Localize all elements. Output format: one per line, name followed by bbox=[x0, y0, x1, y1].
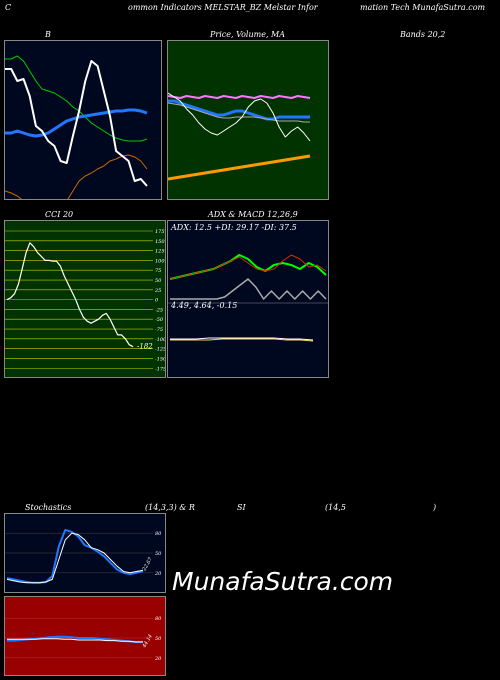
cci-tick-label: 175 bbox=[155, 229, 165, 235]
price-chart bbox=[168, 92, 311, 181]
stochastics-panel: 80 50 20 22.67 bbox=[4, 513, 166, 593]
upper-band-line bbox=[5, 55, 148, 142]
bands-label-right: Bands 20,2 bbox=[400, 30, 446, 39]
cci-tick-label: -100 bbox=[155, 337, 165, 343]
cci-current-label: -182 bbox=[137, 343, 153, 351]
cci-tick-label: 100 bbox=[155, 258, 165, 264]
price-panel bbox=[167, 40, 329, 200]
rsi-close: ) bbox=[433, 503, 437, 512]
macd-readout: 4.49, 4.64, -0.15 bbox=[171, 301, 238, 310]
cci-tick-label: 0 bbox=[155, 298, 159, 304]
stoch-label: Stochastics bbox=[25, 503, 72, 512]
price-close-line bbox=[168, 92, 311, 142]
minus-di-line bbox=[169, 254, 327, 280]
price-label: Price, Volume, MA bbox=[210, 30, 286, 39]
watermark: MunafaSutra.com bbox=[172, 567, 394, 596]
cci-tick-label: -75 bbox=[155, 327, 163, 333]
rsi-label: SI bbox=[237, 503, 246, 512]
adx-macd-chart bbox=[168, 254, 328, 342]
adx-macd-panel: ADX: 12.5 +DI: 29.17 -DI: 37.5 4.49, 4.6… bbox=[167, 220, 329, 378]
rsi-current-label: 44.14 bbox=[141, 633, 154, 649]
stoch-k-line bbox=[6, 528, 144, 584]
stoch-tick-label: 80 bbox=[155, 531, 162, 537]
rsi-params: (14,5 bbox=[325, 503, 346, 512]
middle-band-line bbox=[5, 108, 148, 138]
volume-ma-line bbox=[168, 154, 311, 181]
macd-signal-line bbox=[170, 338, 314, 342]
cci-tick-label: 125 bbox=[155, 249, 165, 255]
rsi-panel: 80 50 20 44.14 bbox=[4, 596, 166, 676]
stoch-params: (14,3,3) & R bbox=[145, 503, 195, 512]
cci-line bbox=[6, 242, 134, 348]
bollinger-chart bbox=[5, 55, 148, 199]
header-c: C bbox=[5, 3, 12, 12]
cci-tick-label: 150 bbox=[155, 239, 165, 245]
cci-tick-label: 50 bbox=[155, 278, 162, 284]
stoch-current-label: 22.67 bbox=[141, 556, 154, 573]
cci-tick-label: 25 bbox=[154, 288, 161, 294]
price-line bbox=[5, 60, 148, 187]
adx-readout: ADX: 12.5 +DI: 29.17 -DI: 37.5 bbox=[171, 223, 297, 232]
stoch-d-line bbox=[6, 532, 144, 584]
header-title: ommon Indicators MELSTAR_BZ Melstar Info… bbox=[128, 3, 318, 12]
rsi-signal-line bbox=[7, 638, 143, 643]
cci-chart: 175 150 125 100 75 50 25 0 -25 -50 -75 -100 -125 -150… bbox=[5, 229, 165, 372]
header-right: mation Tech MunafaSutra.com bbox=[360, 3, 486, 12]
stoch-tick-label: 20 bbox=[154, 571, 162, 577]
ma-grey-line bbox=[168, 102, 310, 123]
rsi-tick-label: 20 bbox=[154, 656, 162, 662]
rsi-tick-label: 80 bbox=[155, 616, 162, 622]
macd-line bbox=[170, 337, 314, 341]
cci-tick-label: 75 bbox=[155, 268, 161, 274]
rsi-tick-label: 50 bbox=[155, 636, 162, 642]
ma-pink-line bbox=[168, 95, 311, 99]
bands-label-left: B bbox=[45, 30, 51, 39]
lower-band-line bbox=[5, 154, 148, 199]
cci-tick-label: -150 bbox=[155, 356, 165, 362]
cci-tick-label: -175 bbox=[155, 366, 165, 372]
cci-tick-label: -25 bbox=[155, 307, 163, 313]
cci-panel: 175 150 125 100 75 50 25 0 -25 -50 -75 -100 -125 -150… bbox=[4, 220, 166, 378]
cci-tick-label: -50 bbox=[155, 317, 164, 323]
cci-tick-label: -125 bbox=[155, 347, 165, 353]
ma-blue-line bbox=[168, 99, 310, 121]
cci-label: CCI 20 bbox=[45, 210, 74, 219]
bollinger-panel bbox=[4, 40, 162, 200]
macd-label: ADX & MACD 12,26,9 bbox=[208, 210, 298, 219]
plus-di-line bbox=[169, 254, 327, 280]
adx-line bbox=[170, 278, 327, 300]
stoch-tick-label: 50 bbox=[155, 551, 162, 557]
rsi-chart: 80 50 20 44.14 bbox=[5, 616, 162, 662]
